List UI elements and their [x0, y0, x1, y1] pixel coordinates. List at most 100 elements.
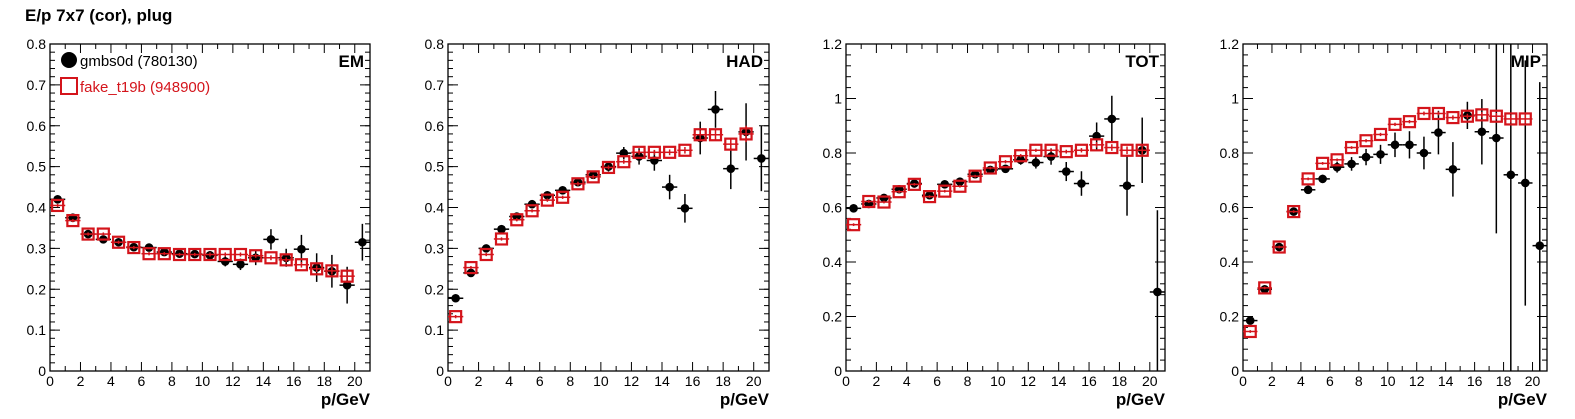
data-point [172, 247, 187, 262]
data-point [540, 193, 554, 207]
y-tick-label: 0.4 [425, 200, 445, 216]
y-tick-label: 0.6 [1220, 200, 1240, 216]
data-point [663, 145, 677, 159]
data-point [724, 137, 738, 151]
data-point [678, 143, 692, 157]
data-point [1520, 178, 1530, 188]
x-tick-label: 16 [1467, 373, 1483, 389]
data-point [907, 177, 921, 191]
data-point [1301, 172, 1315, 186]
y-tick-label: 0.5 [425, 159, 445, 175]
y-tick-label: 1 [1231, 91, 1239, 107]
x-tick-label: 2 [77, 373, 85, 389]
data-point [188, 247, 202, 262]
y-tick-label: 0.2 [425, 281, 445, 297]
x-tick-label: 4 [107, 373, 115, 389]
chart-panel-tot: 0 2 4 6 8 10 12 14 16 18 20 0 0.2 0.4 0.6 0.8 1 1.2 p/GeV T… [823, 36, 1166, 409]
series-2 [1243, 106, 1533, 339]
x-tick-label: 14 [654, 373, 670, 389]
data-point [279, 253, 293, 267]
data-point [953, 179, 967, 193]
panel-label: HAD [726, 52, 763, 71]
data-point [1059, 145, 1073, 159]
data-point [1090, 138, 1104, 152]
data-point [1419, 148, 1429, 158]
y-tick-label: 0.5 [27, 159, 47, 175]
data-point [81, 227, 95, 241]
y-tick-label: 0.2 [1220, 309, 1240, 325]
y-tick-label: 0.7 [425, 77, 445, 93]
series-2 [448, 125, 754, 324]
x-tick-label: 2 [1268, 373, 1276, 389]
y-tick-label: 0.6 [27, 118, 47, 134]
data-point [647, 145, 661, 159]
x-tick-label: 20 [746, 373, 762, 389]
data-point [1388, 117, 1402, 131]
data-point [1347, 159, 1356, 169]
data-point [1287, 204, 1301, 219]
data-point [51, 198, 65, 213]
data-point [497, 224, 506, 234]
data-point [1318, 174, 1327, 184]
legend-marker-circle [61, 52, 77, 68]
data-point [1361, 152, 1371, 162]
y-tick-label: 0.2 [27, 281, 47, 297]
x-tick-label: 0 [1239, 373, 1247, 389]
y-tick-label: 0 [436, 363, 444, 379]
data-point [1107, 114, 1117, 124]
data-point [1258, 281, 1272, 295]
x-tick-label: 14 [256, 373, 272, 389]
series-2 [50, 198, 355, 283]
data-point [111, 235, 126, 249]
x-axis-label: p/GeV [720, 390, 770, 409]
x-tick-label: 16 [685, 373, 701, 389]
y-tick-label: 0.3 [425, 240, 445, 256]
data-point [1332, 162, 1342, 172]
data-point [451, 293, 460, 303]
data-point [1122, 181, 1132, 190]
data-point [558, 186, 567, 195]
data-point [96, 227, 110, 241]
data-point [1504, 112, 1518, 126]
x-tick-label: 8 [1355, 373, 1363, 389]
data-point [220, 257, 230, 266]
x-tick-label: 12 [225, 373, 241, 389]
legend-marker-square [60, 77, 78, 95]
x-tick-label: 20 [1142, 373, 1158, 389]
data-point [142, 247, 156, 261]
y-tick-label: 0.4 [1220, 254, 1240, 270]
x-tick-label: 10 [1380, 373, 1396, 389]
y-tick-label: 0.6 [425, 118, 445, 134]
data-point [1153, 287, 1162, 297]
x-tick-label: 18 [316, 373, 332, 389]
legend-label-2: fake_t19b (948900) [80, 79, 210, 96]
x-tick-label: 12 [624, 373, 640, 389]
page-title: E/p 7x7 (cor), plug [25, 6, 173, 25]
data-point [1405, 140, 1414, 150]
x-tick-label: 18 [715, 373, 731, 389]
data-point [297, 244, 306, 254]
data-point [218, 247, 232, 262]
data-point [571, 177, 585, 191]
data-point [342, 280, 352, 290]
x-tick-label: 14 [1051, 373, 1067, 389]
data-point [1014, 149, 1028, 163]
x-tick-label: 10 [593, 373, 609, 389]
x-tick-label: 6 [1326, 373, 1334, 389]
data-point [1330, 153, 1344, 167]
data-point [1245, 316, 1255, 325]
x-tick-label: 18 [1496, 373, 1512, 389]
data-point [1120, 143, 1134, 157]
x-tick-label: 16 [286, 373, 302, 389]
data-point [1077, 179, 1086, 188]
x-axis-label: p/GeV [1498, 390, 1548, 409]
data-point [1376, 150, 1385, 159]
plot-frame [845, 43, 1166, 372]
panel-label: EM [339, 52, 365, 71]
data-point [1029, 143, 1043, 157]
x-tick-label: 6 [536, 373, 544, 389]
plot-frame [447, 43, 770, 372]
data-point [1272, 240, 1286, 254]
y-tick-label: 0.7 [27, 77, 47, 93]
x-tick-label: 2 [475, 373, 483, 389]
